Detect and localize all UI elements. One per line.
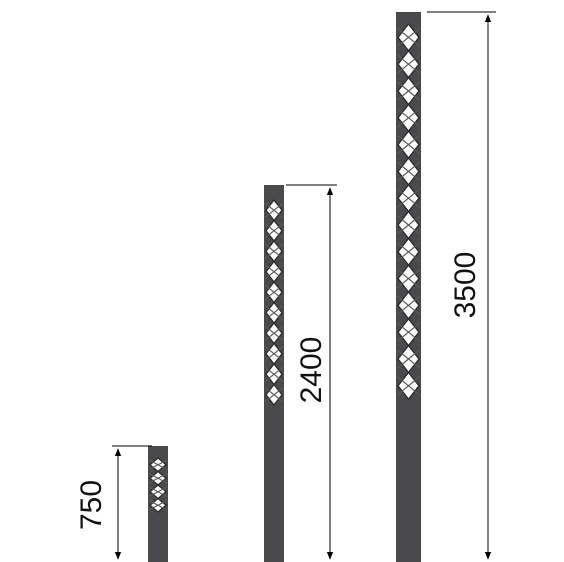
dimension-label-750: 750 (75, 480, 108, 530)
dimension-label-2400: 2400 (295, 337, 328, 404)
post-2400 (264, 185, 284, 562)
dimension-2400: 2400 (286, 185, 337, 559)
post-750 (148, 446, 168, 562)
dimension-label-3500: 3500 (449, 252, 482, 319)
post-3500 (396, 12, 421, 562)
dimension-750: 750 (75, 446, 152, 559)
dimension-3500: 3500 (427, 12, 496, 559)
